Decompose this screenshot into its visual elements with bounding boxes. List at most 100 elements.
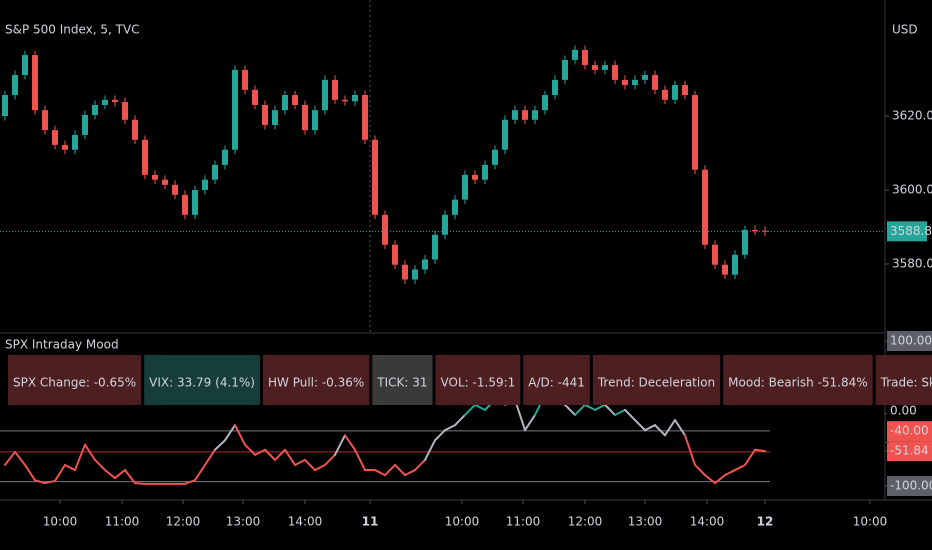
status-cell	[723, 355, 873, 405]
mood-line-segment	[114, 469, 126, 480]
candle-body	[92, 104, 98, 115]
mood-line-segment	[754, 448, 766, 453]
candle-body	[552, 79, 558, 96]
last-price-box	[887, 221, 927, 242]
mood-line-segment	[224, 424, 236, 442]
candle-body	[732, 254, 738, 275]
status-cell	[523, 355, 590, 405]
candle-body	[372, 139, 378, 215]
mood-line-segment	[744, 448, 756, 466]
mood-line-segment	[664, 419, 676, 437]
candle-body	[642, 75, 648, 80]
mood-line-segment	[524, 413, 536, 432]
mood-line-segment	[254, 448, 266, 456]
mood-line-segment	[394, 463, 406, 477]
candle-body	[42, 110, 48, 131]
mood-line-segment	[474, 403, 486, 411]
x-tick-label: 12:00	[568, 515, 603, 529]
x-tick-label: 12:00	[166, 515, 201, 529]
candle-body	[172, 184, 178, 195]
candle-body	[512, 110, 518, 120]
y-tick-label: -100.00	[890, 479, 932, 493]
status-text: Trend: Deceleration	[597, 376, 715, 390]
mood-line-segment	[724, 469, 736, 477]
axis-label-box	[887, 476, 932, 497]
candle-body	[692, 95, 698, 170]
x-tick-label: 11	[362, 515, 379, 529]
x-tick-label: 12	[757, 515, 774, 529]
mood-line-segment	[204, 448, 216, 466]
candle-body	[212, 164, 218, 180]
mood-line-segment	[34, 479, 46, 485]
mood-line-segment	[654, 424, 666, 437]
mood-line-segment	[84, 443, 96, 461]
mood-line-segment	[244, 443, 256, 456]
candle-body	[12, 75, 18, 96]
candle-body	[752, 229, 758, 231]
mood-line-segment	[464, 403, 476, 416]
mood-line-segment	[614, 408, 626, 416]
mood-line-segment	[644, 424, 656, 432]
candle-body	[102, 99, 108, 105]
mood-line-segment	[44, 479, 56, 485]
candle-body	[492, 149, 498, 165]
mood-line-segment	[304, 458, 316, 472]
axis-label-box	[887, 441, 932, 462]
x-tick-label: 13:00	[628, 515, 663, 529]
candle-body	[352, 95, 358, 102]
candle-body	[452, 199, 458, 215]
candle-body	[2, 95, 8, 117]
candle-body	[602, 65, 608, 70]
x-tick-label: 10:00	[43, 515, 78, 529]
candle-body	[82, 114, 88, 135]
candle-body	[72, 134, 78, 150]
mood-line-segment	[704, 474, 716, 485]
mood-line-segment	[594, 403, 606, 411]
candle-body	[132, 119, 138, 140]
mood-line-segment	[584, 403, 596, 411]
candle-body	[472, 174, 478, 180]
axis-unit: USD	[892, 23, 918, 37]
candle-body	[232, 69, 238, 150]
candle-body	[612, 65, 618, 80]
mood-line-segment	[344, 434, 356, 451]
status-cell	[372, 355, 433, 405]
mood-line-segment	[74, 443, 86, 472]
candle-body	[272, 110, 278, 125]
candle-body	[192, 190, 198, 215]
candle-body	[222, 149, 228, 165]
mood-line-segment	[94, 458, 106, 472]
candle-body	[112, 99, 118, 103]
candle-body	[262, 104, 268, 125]
candle-body	[572, 49, 578, 60]
mood-line-segment	[424, 439, 436, 461]
mood-line-segment	[374, 469, 386, 477]
status-cell	[875, 355, 932, 405]
mood-line-segment	[674, 419, 686, 437]
candle-body	[582, 49, 588, 66]
candle-body	[282, 95, 288, 111]
mood-line-segment	[184, 479, 196, 485]
x-tick-label: 14:00	[690, 515, 725, 529]
candle-body	[742, 229, 748, 255]
status-text: Mood: Bearish -51.84%	[728, 376, 868, 390]
y-tick-label: -51.84	[890, 444, 929, 458]
candle-body	[242, 69, 248, 90]
mood-line-segment	[264, 448, 276, 461]
status-text: VOL: -1.59:1	[441, 376, 516, 390]
status-text: TICK: 31	[376, 376, 427, 390]
candle-body	[162, 179, 168, 185]
mood-line-segment	[434, 429, 446, 442]
x-tick-label: 14:00	[288, 515, 323, 529]
y-tick-label: 100.00	[890, 334, 932, 348]
candle-body	[22, 55, 28, 76]
mood-line-segment	[274, 448, 286, 461]
candle-body	[332, 79, 338, 100]
candle-body	[442, 214, 448, 235]
candle-body	[672, 85, 678, 100]
candle-body	[482, 164, 488, 180]
last-price-label: 3588.83	[890, 224, 932, 238]
candle-body	[702, 169, 708, 245]
